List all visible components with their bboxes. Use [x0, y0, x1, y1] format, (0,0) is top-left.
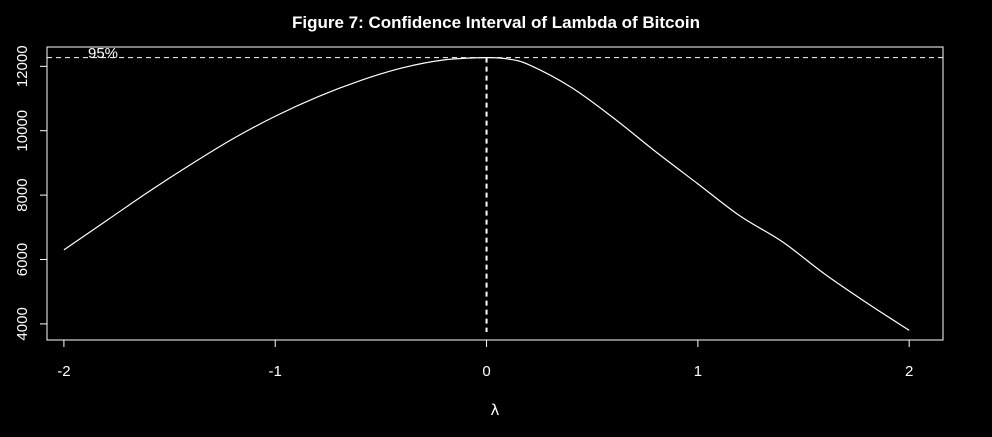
y-axis: 4000 6000 8000 10000 12000 — [14, 45, 48, 341]
log-likelihood-curve — [63, 56, 910, 331]
ci-level-label: 95% — [88, 45, 118, 62]
confidence-interval-lines — [47, 57, 943, 332]
x-tick-label: 1 — [694, 363, 702, 380]
series-layer — [63, 56, 910, 331]
y-tick-label: 12000 — [14, 45, 31, 87]
x-tick-label: -1 — [269, 363, 282, 380]
y-tick-label: 4000 — [14, 307, 31, 340]
chart-title: Figure 7: Confidence Interval of Lambda … — [292, 13, 700, 32]
x-axis: -2 -1 0 1 2 — [57, 339, 913, 380]
x-axis-label: λ — [491, 401, 500, 419]
y-tick-label: 6000 — [14, 243, 31, 276]
x-tick-label: 2 — [905, 363, 913, 380]
x-tick-label: -2 — [57, 363, 70, 380]
x-tick-label: 0 — [482, 363, 490, 380]
y-tick-label: 10000 — [14, 110, 31, 152]
y-tick-label: 8000 — [14, 178, 31, 211]
